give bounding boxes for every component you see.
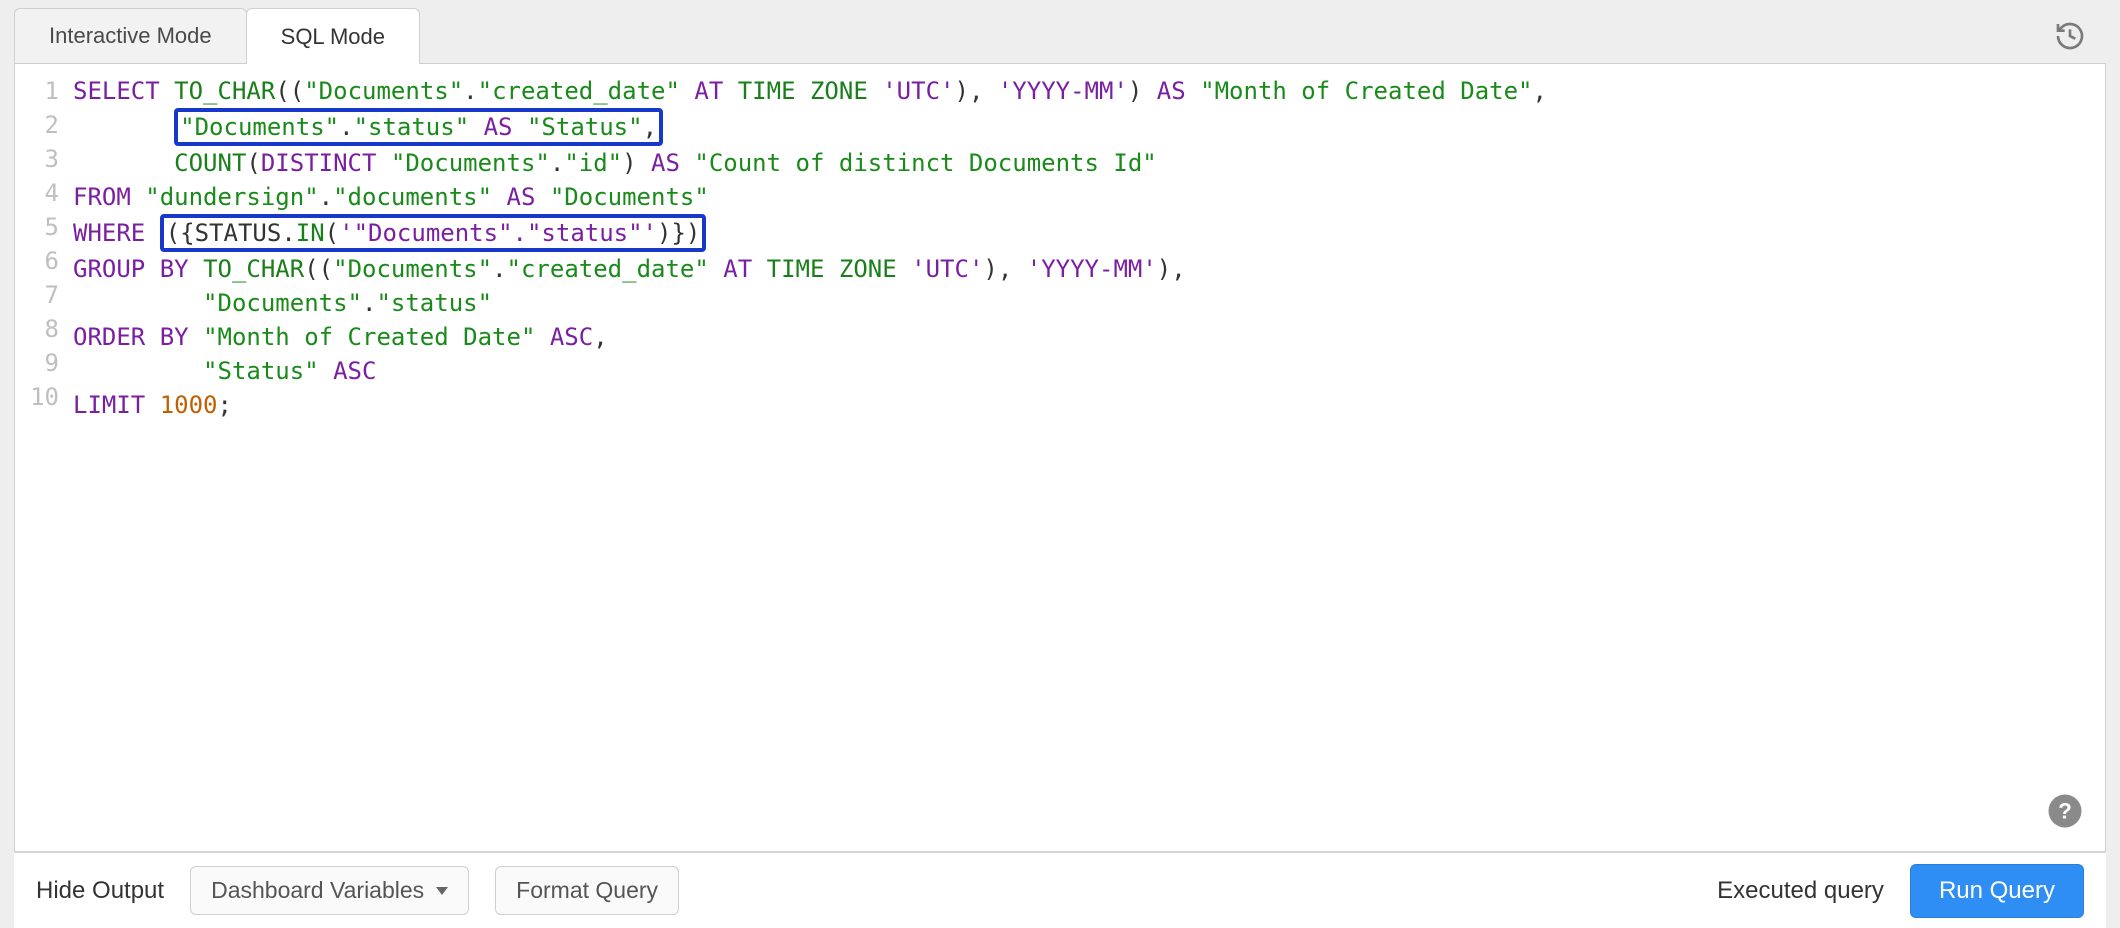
- help-icon[interactable]: ?: [2047, 793, 2083, 829]
- kw-limit: LIMIT: [73, 391, 145, 419]
- fn-time: TIME: [767, 255, 825, 283]
- line-number: 4: [15, 176, 59, 210]
- chevron-down-icon: [436, 887, 448, 895]
- kw-at: AT: [694, 77, 723, 105]
- highlight-box-2: ({STATUS.IN('"Documents"."status"')}): [160, 214, 707, 252]
- kw-as: AS: [651, 149, 680, 177]
- str: 'UTC': [882, 77, 954, 105]
- id: "id": [564, 149, 622, 177]
- id: "status": [354, 113, 470, 141]
- id: "created_date": [507, 255, 709, 283]
- tab-interactive-mode[interactable]: Interactive Mode: [14, 8, 247, 64]
- id: "dundersign": [145, 183, 318, 211]
- tab-strip: Interactive Mode SQL Mode: [14, 8, 2106, 64]
- format-query-button[interactable]: Format Query: [495, 866, 679, 915]
- kw-at: AT: [723, 255, 752, 283]
- line-number: 7: [15, 278, 59, 312]
- alias: "Status": [527, 113, 643, 141]
- fn-zone: ZONE: [810, 77, 868, 105]
- line-number: 5: [15, 210, 59, 244]
- executed-query-link[interactable]: Executed query: [1717, 877, 1884, 905]
- button-label: Format Query: [516, 877, 658, 904]
- kw-distinct: DISTINCT: [261, 149, 377, 177]
- fn-zone: ZONE: [839, 255, 897, 283]
- kw-by: BY: [160, 323, 189, 351]
- id: "Month of Created Date": [203, 323, 535, 351]
- fn-in: IN: [296, 219, 325, 247]
- kw-as: AS: [1157, 77, 1186, 105]
- id: "status": [376, 289, 492, 317]
- tab-sql-mode[interactable]: SQL Mode: [246, 8, 420, 64]
- kw-order: ORDER: [73, 323, 145, 351]
- line-number: 6: [15, 244, 59, 278]
- editor-panel: 1 2 3 4 5 6 7 8 9 10 SELECT TO_CHAR(("Do…: [14, 64, 2106, 852]
- line-number-gutter: 1 2 3 4 5 6 7 8 9 10: [15, 74, 73, 851]
- id: "Status": [203, 357, 319, 385]
- id: "Documents": [180, 113, 339, 141]
- tab-strip-rest: [419, 8, 2106, 64]
- button-label: Run Query: [1939, 877, 2055, 904]
- kw-as: AS: [484, 113, 513, 141]
- id: "created_date": [478, 77, 680, 105]
- hide-output-link[interactable]: Hide Output: [36, 877, 164, 905]
- run-query-button[interactable]: Run Query: [1910, 864, 2084, 918]
- fn-count: COUNT: [174, 149, 246, 177]
- sql-code[interactable]: SELECT TO_CHAR(("Documents"."created_dat…: [73, 74, 1547, 851]
- kw-select: SELECT: [73, 77, 160, 105]
- num: 1000: [160, 391, 218, 419]
- fn-tochar: TO_CHAR: [203, 255, 304, 283]
- kw-asc: ASC: [550, 323, 593, 351]
- kw-by: BY: [160, 255, 189, 283]
- str: 'YYYY-MM': [1027, 255, 1157, 283]
- tab-label: Interactive Mode: [49, 23, 212, 49]
- app-root: Interactive Mode SQL Mode 1 2 3 4 5 6 7 …: [0, 0, 2120, 928]
- str: '"Documents"."status"': [339, 219, 657, 247]
- id: "Documents": [304, 77, 463, 105]
- var-status: STATUS: [195, 219, 282, 247]
- str: 'UTC': [911, 255, 983, 283]
- alias: "Documents": [550, 183, 709, 211]
- history-icon[interactable]: [2054, 20, 2086, 52]
- code-area[interactable]: 1 2 3 4 5 6 7 8 9 10 SELECT TO_CHAR(("Do…: [15, 64, 2105, 851]
- button-label: Dashboard Variables: [211, 877, 424, 904]
- kw-group: GROUP: [73, 255, 145, 283]
- dashboard-variables-button[interactable]: Dashboard Variables: [190, 866, 469, 915]
- kw-where: WHERE: [73, 219, 145, 247]
- alias: "Count of distinct Documents Id": [694, 149, 1156, 177]
- kw-as: AS: [507, 183, 536, 211]
- fn-tochar: TO_CHAR: [174, 77, 275, 105]
- line-number: 10: [15, 380, 59, 414]
- id: "Documents": [203, 289, 362, 317]
- str: 'YYYY-MM': [998, 77, 1128, 105]
- id: "documents": [333, 183, 492, 211]
- kw-from: FROM: [73, 183, 131, 211]
- kw-asc: ASC: [333, 357, 376, 385]
- fn-time: TIME: [738, 77, 796, 105]
- line-number: 9: [15, 346, 59, 380]
- line-number: 3: [15, 142, 59, 176]
- line-number: 2: [15, 108, 59, 142]
- alias: "Month of Created Date": [1200, 77, 1532, 105]
- svg-text:?: ?: [2058, 799, 2072, 824]
- id: "Documents": [333, 255, 492, 283]
- tab-label: SQL Mode: [281, 24, 385, 50]
- line-number: 8: [15, 312, 59, 346]
- footer-bar: Hide Output Dashboard Variables Format Q…: [14, 852, 2106, 928]
- line-number: 1: [15, 74, 59, 108]
- id: "Documents": [391, 149, 550, 177]
- highlight-box-1: "Documents"."status" AS "Status",: [174, 108, 663, 146]
